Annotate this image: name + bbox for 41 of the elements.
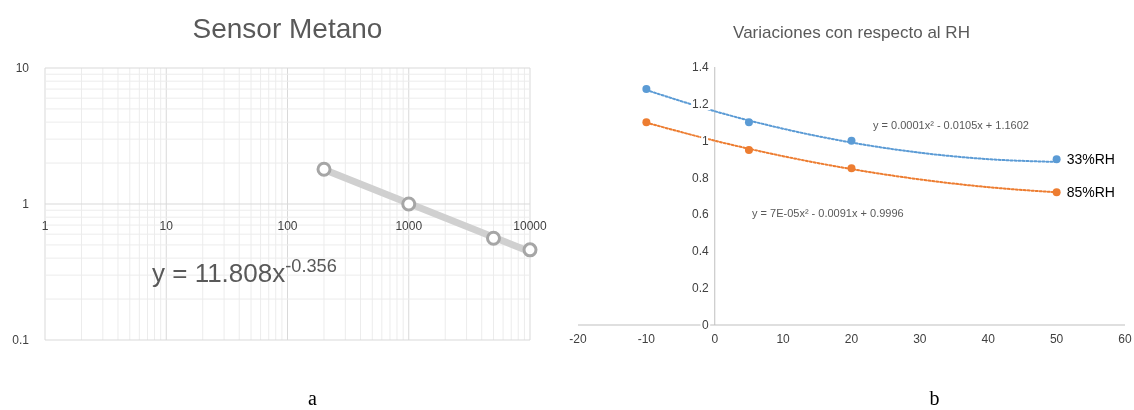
point [642,85,651,94]
point [847,164,856,173]
x-tick-label: 10 [776,332,791,346]
x-tick-label: 30 [913,332,927,346]
text: a [308,387,318,409]
chart-title: Variaciones con respecto al RH [733,23,970,42]
x-tick-label: -20 [569,332,587,346]
y-tick-label: 0.8 [692,170,710,185]
y-tick-label: 0.1 [12,333,30,347]
x-tick-label: 10000 [513,219,548,233]
y-tick-label: 1.4 [692,60,710,74]
x-tick-label: 1 [41,219,49,233]
series-label: 33%RH [1066,151,1115,168]
y-tick-label: 1 [702,133,710,148]
annotation: y = 7E-05x² - 0.0091x + 0.9996 [752,207,904,219]
x-tick-label: 100 [277,219,298,233]
point [847,136,856,145]
x-tick-label: -10 [637,332,656,346]
y-tick-label: 0.4 [692,244,710,259]
y-tick-label: 10 [15,61,30,75]
x-tick-label: 50 [1049,332,1064,346]
y-tick-label: 0.2 [692,281,710,296]
x-tick-label: 0 [711,332,719,346]
point [1052,188,1061,197]
point [744,145,753,154]
annotation: y = 0.0001x² - 0.0105x + 1.1602 [873,119,1029,131]
y-tick-label: 0 [702,318,710,332]
y-tick-label: 1 [22,197,30,211]
annotation: y = 11.808x$^{-0.356}$ [152,256,337,288]
x-tick-label: 20 [844,332,859,346]
x-tick-label: 40 [981,332,996,346]
point [642,118,651,127]
x-tick-label: 1000 [395,219,423,233]
x-tick-label: 60 [1118,332,1132,346]
series-label: 85%RH [1066,184,1115,201]
text: b [929,387,940,409]
point [1052,155,1061,164]
x-tick-label: 10 [159,219,174,233]
chart-title: Sensor Metano [192,13,383,44]
point [744,118,753,127]
y-tick-label: 0.6 [692,207,710,222]
